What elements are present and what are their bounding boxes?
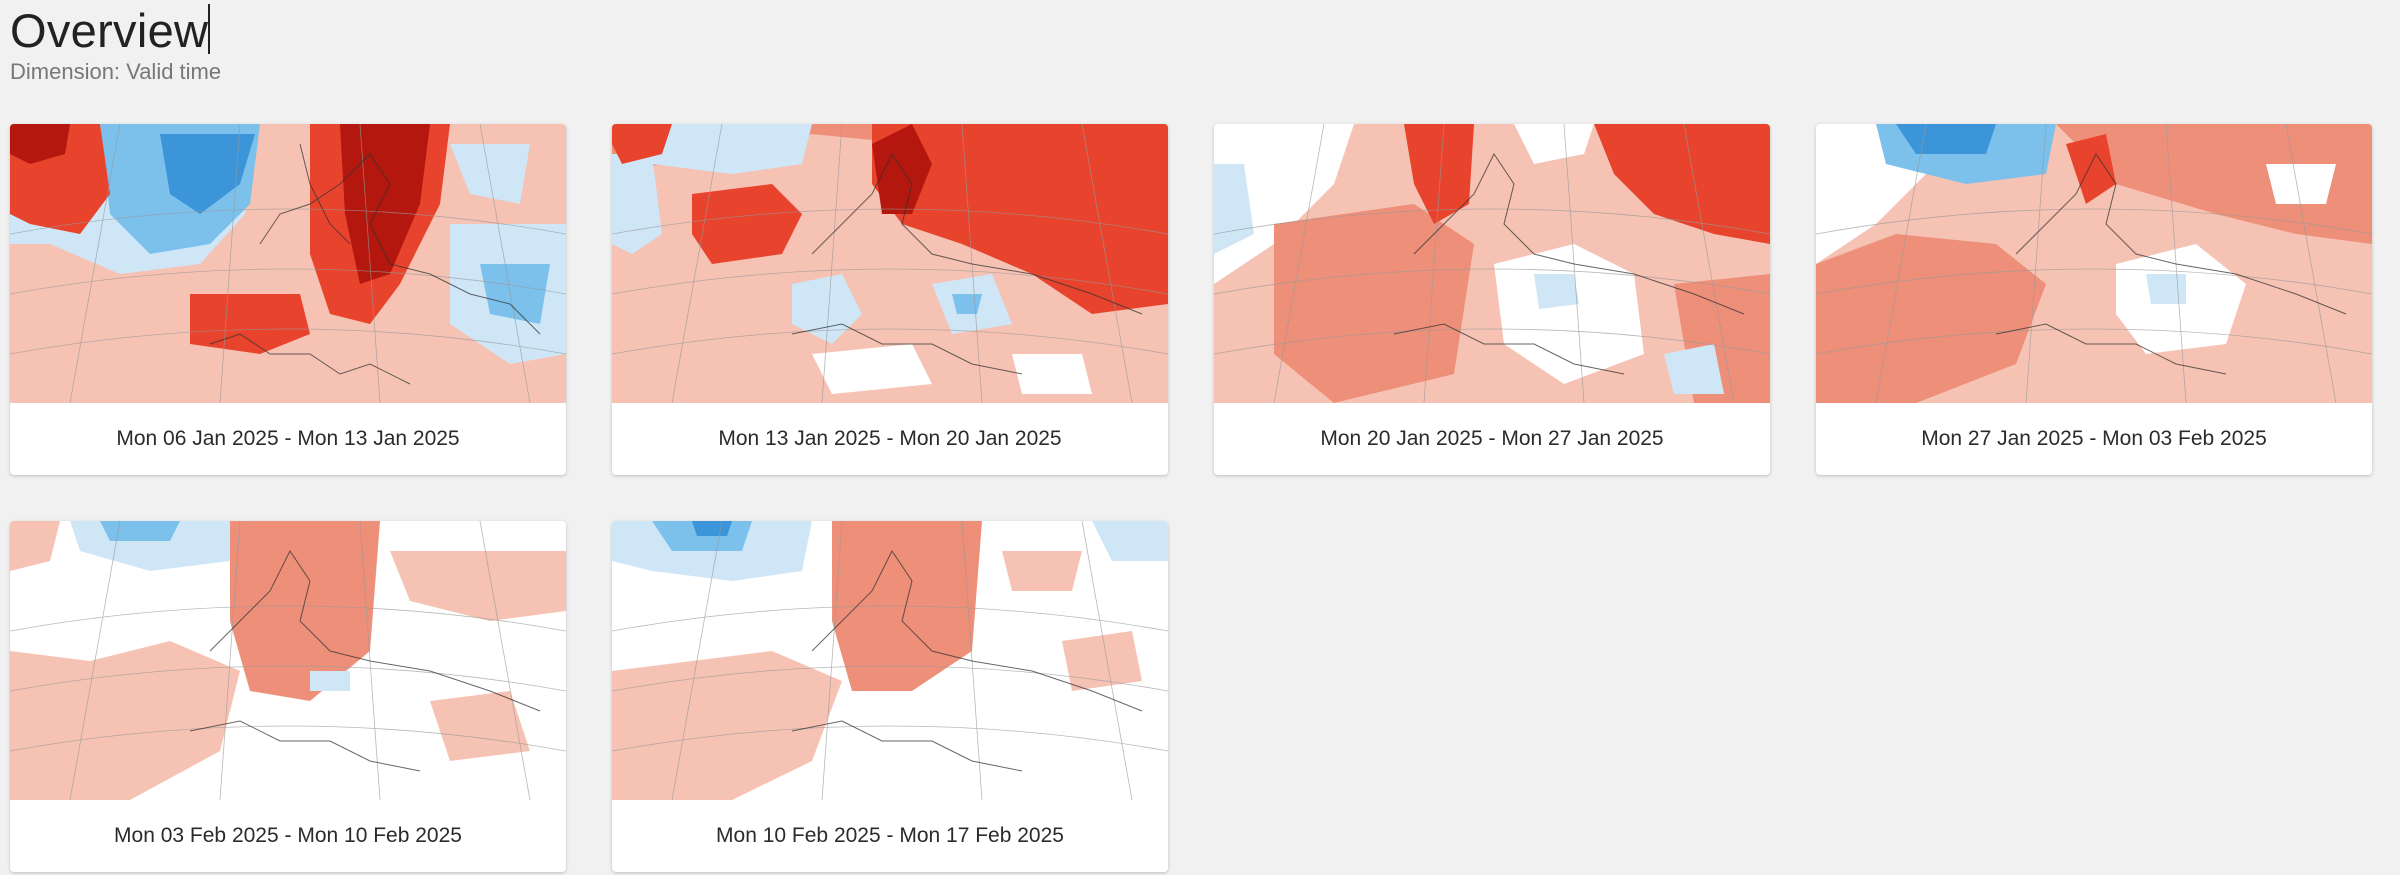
card-caption: Mon 20 Jan 2025 - Mon 27 Jan 2025 (1320, 427, 1664, 450)
card-week-2[interactable]: Mon 13 Jan 2025 - Mon 20 Jan 2025 (612, 124, 1168, 475)
card-week-3[interactable]: Mon 20 Jan 2025 - Mon 27 Jan 2025 (1214, 124, 1770, 475)
page-title-wrap: Overview (10, 0, 211, 62)
anomaly-map-image (1214, 124, 1770, 403)
card-caption: Mon 27 Jan 2025 - Mon 03 Feb 2025 (1921, 427, 2267, 450)
anomaly-map-image (10, 124, 566, 403)
anomaly-map-image (612, 521, 1168, 800)
card-caption: Mon 13 Jan 2025 - Mon 20 Jan 2025 (718, 427, 1062, 450)
text-cursor (208, 4, 211, 54)
page-title: Overview (10, 4, 209, 57)
anomaly-map-image (1816, 124, 2372, 403)
card-week-6[interactable]: Mon 10 Feb 2025 - Mon 17 Feb 2025 (612, 521, 1168, 872)
card-week-1[interactable]: Mon 06 Jan 2025 - Mon 13 Jan 2025 (10, 124, 566, 475)
anomaly-map-image (10, 521, 566, 800)
card-week-4[interactable]: Mon 27 Jan 2025 - Mon 03 Feb 2025 (1816, 124, 2372, 475)
card-week-5[interactable]: Mon 03 Feb 2025 - Mon 10 Feb 2025 (10, 521, 566, 872)
anomaly-map-image (612, 124, 1168, 403)
card-caption: Mon 06 Jan 2025 - Mon 13 Jan 2025 (116, 427, 460, 450)
card-caption: Mon 03 Feb 2025 - Mon 10 Feb 2025 (114, 824, 462, 847)
scrollbar[interactable] (2388, 0, 2400, 875)
card-caption: Mon 10 Feb 2025 - Mon 17 Feb 2025 (716, 824, 1064, 847)
page-subtitle: Dimension: Valid time (10, 59, 222, 84)
